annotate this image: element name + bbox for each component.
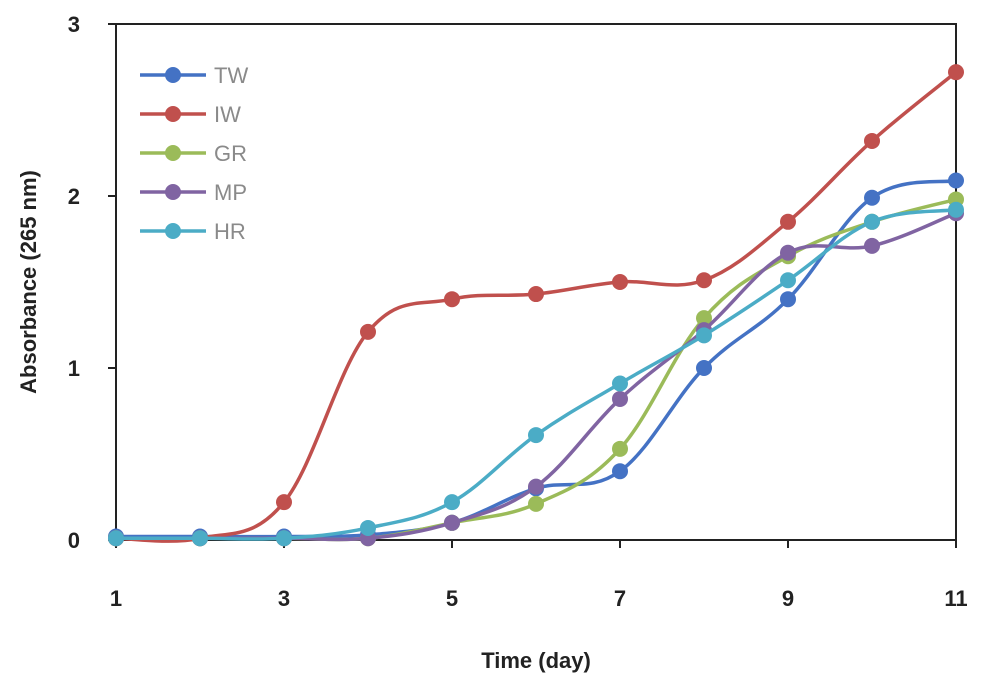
data-point-tw: [612, 463, 628, 480]
x-axis-title: Time (day): [481, 648, 591, 673]
data-point-mp: [528, 478, 544, 495]
legend-item-hr: HR: [140, 219, 246, 244]
data-point-hr: [108, 530, 124, 547]
series-layer: [108, 64, 964, 547]
data-point-mp: [444, 514, 460, 531]
data-point-hr: [192, 530, 208, 547]
data-point-iw: [696, 272, 712, 289]
legend-label: IW: [214, 102, 241, 127]
data-point-iw: [948, 64, 964, 81]
data-point-tw: [696, 360, 712, 376]
legend-marker: [165, 223, 181, 239]
series-hr: [108, 201, 964, 547]
legend-label: GR: [214, 141, 247, 166]
x-tick-label: 7: [614, 586, 626, 611]
data-point-gr: [696, 310, 712, 327]
legend-marker: [165, 184, 181, 200]
legend: TW IW GR MP HR: [140, 63, 248, 244]
data-point-tw: [864, 189, 880, 206]
data-point-iw: [864, 132, 880, 149]
x-tick-label: 5: [446, 586, 458, 611]
data-point-iw: [612, 274, 628, 290]
x-tick-label: 9: [782, 586, 794, 611]
x-tick-label: 11: [944, 586, 967, 611]
x-tick-label: 1: [110, 586, 122, 611]
data-point-iw: [780, 213, 796, 230]
data-point-hr: [696, 327, 712, 344]
data-point-mp: [780, 244, 796, 261]
data-point-gr: [612, 440, 628, 457]
data-point-tw: [948, 172, 964, 189]
data-point-hr: [948, 201, 964, 218]
legend-label: TW: [214, 63, 248, 88]
plot-area: [115, 23, 957, 541]
x-tick-label: 3: [278, 586, 290, 611]
legend-label: HR: [214, 219, 246, 244]
data-point-iw: [276, 494, 292, 511]
y-axis-ticks: 0 1 2 3: [68, 12, 116, 553]
data-point-hr: [360, 519, 376, 536]
data-point-tw: [780, 291, 796, 308]
legend-item-mp: MP: [140, 180, 247, 205]
x-axis-ticks: 1 3 5 7 9 11: [110, 540, 968, 611]
data-point-hr: [528, 427, 544, 444]
y-tick-label: 0: [68, 528, 80, 553]
y-tick-label: 1: [68, 356, 80, 381]
data-point-gr: [528, 495, 544, 512]
data-point-hr: [444, 494, 460, 511]
legend-marker: [165, 67, 181, 83]
data-point-iw: [444, 291, 460, 308]
data-point-hr: [612, 375, 628, 392]
data-point-iw: [528, 286, 544, 303]
y-axis-title: Absorbance (265 nm): [16, 170, 41, 394]
legend-marker: [165, 106, 181, 122]
data-point-iw: [360, 323, 376, 340]
y-tick-label: 3: [68, 12, 80, 37]
data-point-hr: [780, 272, 796, 289]
legend-marker: [165, 145, 181, 161]
data-point-hr: [864, 213, 880, 230]
data-point-hr: [276, 530, 292, 547]
data-point-mp: [612, 390, 628, 407]
data-point-mp: [864, 237, 880, 254]
legend-item-gr: GR: [140, 141, 247, 166]
legend-item-iw: IW: [140, 102, 241, 127]
legend-label: MP: [214, 180, 247, 205]
y-tick-label: 2: [68, 184, 80, 209]
legend-item-tw: TW: [140, 63, 248, 88]
